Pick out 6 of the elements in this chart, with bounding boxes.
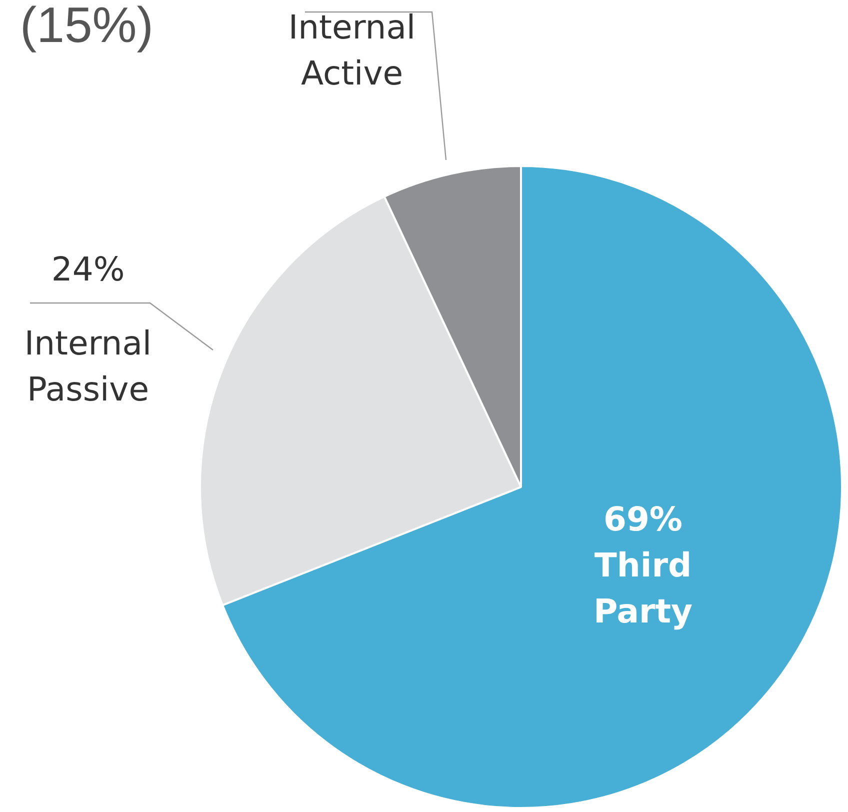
- data-label: 24%: [51, 250, 125, 289]
- data-label: 69%: [604, 500, 682, 539]
- slice-label: Internal Active: [288, 8, 416, 93]
- slice-label: Third Party: [593, 546, 693, 631]
- text: (15%): [20, 0, 154, 53]
- slice-label: Internal Passive: [24, 324, 152, 409]
